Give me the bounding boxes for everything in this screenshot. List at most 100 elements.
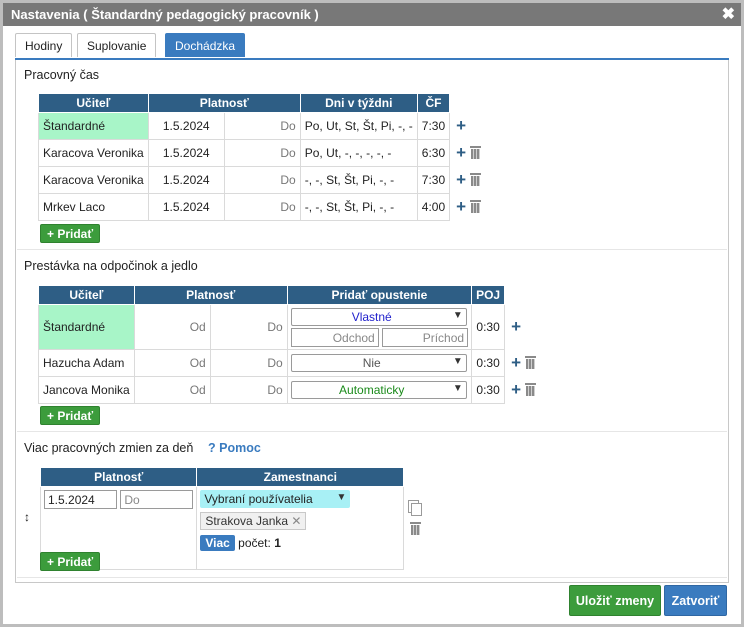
days-cell[interactable]: -, -, St, Št, Pi, -, - xyxy=(299,193,418,221)
to-date-input[interactable]: Do xyxy=(120,490,194,509)
section-title-pracovny-cas: Pracovný čas xyxy=(24,68,100,82)
help-link[interactable]: ? Pomoc xyxy=(208,441,261,455)
table-row[interactable]: Karacova Veronika 1.5.2024 Do Po, Ut, -,… xyxy=(38,139,500,167)
section-title-viac-zmien: Viac pracovných zmien za deň xyxy=(24,441,194,455)
teacher-cell: Štandardné xyxy=(38,112,149,140)
leave-type-select[interactable]: Vlastné ▼ xyxy=(290,307,467,326)
trash-icon[interactable] xyxy=(525,383,537,396)
section-divider xyxy=(17,249,727,250)
teacher-cell: Hazucha Adam xyxy=(38,349,135,377)
plus-icon[interactable]: + xyxy=(456,170,467,189)
plus-icon[interactable]: + xyxy=(511,353,522,372)
save-button[interactable]: Uložiť zmeny xyxy=(569,585,661,616)
from-date[interactable]: 1.5.2024 xyxy=(147,166,225,194)
to-date[interactable]: Do xyxy=(209,304,288,350)
copy-icon[interactable] xyxy=(408,500,422,516)
tab-dochadzka[interactable]: Dochádzka xyxy=(165,33,246,57)
hours-cell[interactable]: 7:30 xyxy=(416,112,451,140)
column-header-ucitel: Učiteľ xyxy=(38,93,149,113)
prichod-input[interactable]: Príchod xyxy=(382,327,469,347)
to-date[interactable]: Do xyxy=(223,193,301,221)
users-select[interactable]: Vybraní používatelia ▼ xyxy=(200,490,351,508)
hours-cell[interactable]: 4:00 xyxy=(416,193,451,221)
remove-tag-icon[interactable]: ✕ xyxy=(291,514,302,528)
hours-cell[interactable]: 7:30 xyxy=(416,166,451,194)
dialog-title: Nastavenia ( Štandardný pedagogický prac… xyxy=(11,7,319,22)
employee-tag: Strakova Janka ✕ xyxy=(200,512,307,530)
table-row[interactable]: Štandardné Od Do Vlastné ▼ Odchod Príchod… xyxy=(38,304,545,350)
table-row[interactable]: Hazucha Adam Od Do Nie ▼ 0:30 + xyxy=(38,349,545,377)
plus-icon[interactable]: + xyxy=(511,317,522,336)
from-date-input[interactable]: 1.5.2024 xyxy=(44,490,117,509)
column-header-opustenie: Pridať opustenie xyxy=(286,285,473,305)
leave-type-select[interactable]: Automaticky ▼ xyxy=(290,381,467,399)
column-header-platnost: Platnosť xyxy=(147,93,301,113)
table-row[interactable]: Karacova Veronika 1.5.2024 Do -, -, St, … xyxy=(38,166,500,194)
to-date[interactable]: Do xyxy=(209,349,288,377)
leave-type-select[interactable]: Nie ▼ xyxy=(290,354,467,372)
hours-cell[interactable]: 6:30 xyxy=(416,139,451,167)
poj-cell[interactable]: 0:30 xyxy=(471,304,506,350)
chevron-down-icon: ▼ xyxy=(452,383,463,394)
teacher-cell: Mrkev Laco xyxy=(38,193,149,221)
from-date[interactable]: 1.5.2024 xyxy=(147,112,225,140)
section-title-prestavka: Prestávka na odpočinok a jedlo xyxy=(24,259,198,273)
plus-icon[interactable]: + xyxy=(456,197,467,216)
count-label: počet: xyxy=(238,536,271,550)
close-icon[interactable]: ✖ xyxy=(721,6,735,23)
pracovny-cas-table: Učiteľ Platnosť Dni v týždni ČF Štandard… xyxy=(38,93,500,221)
table-row[interactable]: 1.5.2024 Do Vybraní používatelia ▼ Strako… xyxy=(39,486,405,570)
tab-suplovanie[interactable]: Suplovanie xyxy=(77,33,157,57)
plus-icon[interactable]: + xyxy=(511,380,522,399)
chevron-down-icon: ▼ xyxy=(452,309,463,321)
days-cell[interactable]: -, -, St, Št, Pi, -, - xyxy=(299,166,418,194)
table-row[interactable]: Jancova Monika Od Do Automaticky ▼ 0:30 + xyxy=(38,376,545,404)
trash-icon[interactable] xyxy=(410,522,421,535)
tab-hodiny[interactable]: Hodiny xyxy=(15,33,73,57)
to-date[interactable]: Do xyxy=(223,139,301,167)
to-date[interactable]: Do xyxy=(223,112,301,140)
poj-cell[interactable]: 0:30 xyxy=(471,376,506,404)
days-cell[interactable]: Po, Ut, St, Št, Pi, -, - xyxy=(299,112,418,140)
days-cell[interactable]: Po, Ut, -, -, -, -, - xyxy=(299,139,418,167)
trash-icon[interactable] xyxy=(470,173,482,186)
from-date[interactable]: 1.5.2024 xyxy=(147,139,225,167)
column-header-dni: Dni v týždni xyxy=(299,93,418,113)
odchod-input[interactable]: Odchod xyxy=(290,327,379,347)
column-header-zamestnanci: Zamestnanci xyxy=(196,467,405,487)
close-button[interactable]: Zatvoriť xyxy=(664,585,727,616)
section-divider xyxy=(17,577,727,578)
teacher-cell: Jancova Monika xyxy=(38,376,135,404)
teacher-cell: Karacova Veronika xyxy=(38,166,149,194)
table-row[interactable]: Mrkev Laco 1.5.2024 Do -, -, St, Št, Pi,… xyxy=(38,193,500,221)
to-date[interactable]: Do xyxy=(209,376,288,404)
section-divider xyxy=(17,431,727,432)
trash-icon[interactable] xyxy=(470,200,482,213)
from-date[interactable]: 1.5.2024 xyxy=(147,193,225,221)
to-date[interactable]: Do xyxy=(223,166,301,194)
add-viac-zmien-button[interactable]: + Pridať xyxy=(40,552,101,571)
prestavka-table: Učiteľ Platnosť Pridať opustenie POJ Šta… xyxy=(38,285,545,404)
add-pracovny-cas-button[interactable]: + Pridať xyxy=(40,224,101,243)
drag-handle[interactable]: ↕ xyxy=(24,510,30,524)
chevron-down-icon: ▼ xyxy=(452,356,463,367)
column-header-ucitel: Učiteľ xyxy=(38,285,135,305)
teacher-cell: Štandardné xyxy=(38,304,135,350)
tab-panel: Pracovný čas Učiteľ Platnosť Dni v týždn… xyxy=(15,60,729,583)
from-date[interactable]: Od xyxy=(133,376,211,404)
add-prestavka-button[interactable]: + Pridať xyxy=(40,406,101,425)
viac-zmien-table: Platnosť Zamestnanci 1.5.2024 Do Vybraní… xyxy=(39,467,405,570)
column-header-poj: POJ xyxy=(471,285,506,305)
table-row[interactable]: Štandardné 1.5.2024 Do Po, Ut, St, Št, P… xyxy=(38,112,500,140)
trash-icon[interactable] xyxy=(470,146,482,159)
plus-icon[interactable]: + xyxy=(456,116,467,135)
from-date[interactable]: Od xyxy=(133,304,211,350)
from-date[interactable]: Od xyxy=(133,349,211,377)
dialog-titlebar: Nastavenia ( Štandardný pedagogický prac… xyxy=(3,3,741,26)
teacher-cell: Karacova Veronika xyxy=(38,139,149,167)
poj-cell[interactable]: 0:30 xyxy=(471,349,506,377)
more-button[interactable]: Viac xyxy=(200,535,235,551)
plus-icon[interactable]: + xyxy=(456,143,467,162)
trash-icon[interactable] xyxy=(525,356,537,369)
